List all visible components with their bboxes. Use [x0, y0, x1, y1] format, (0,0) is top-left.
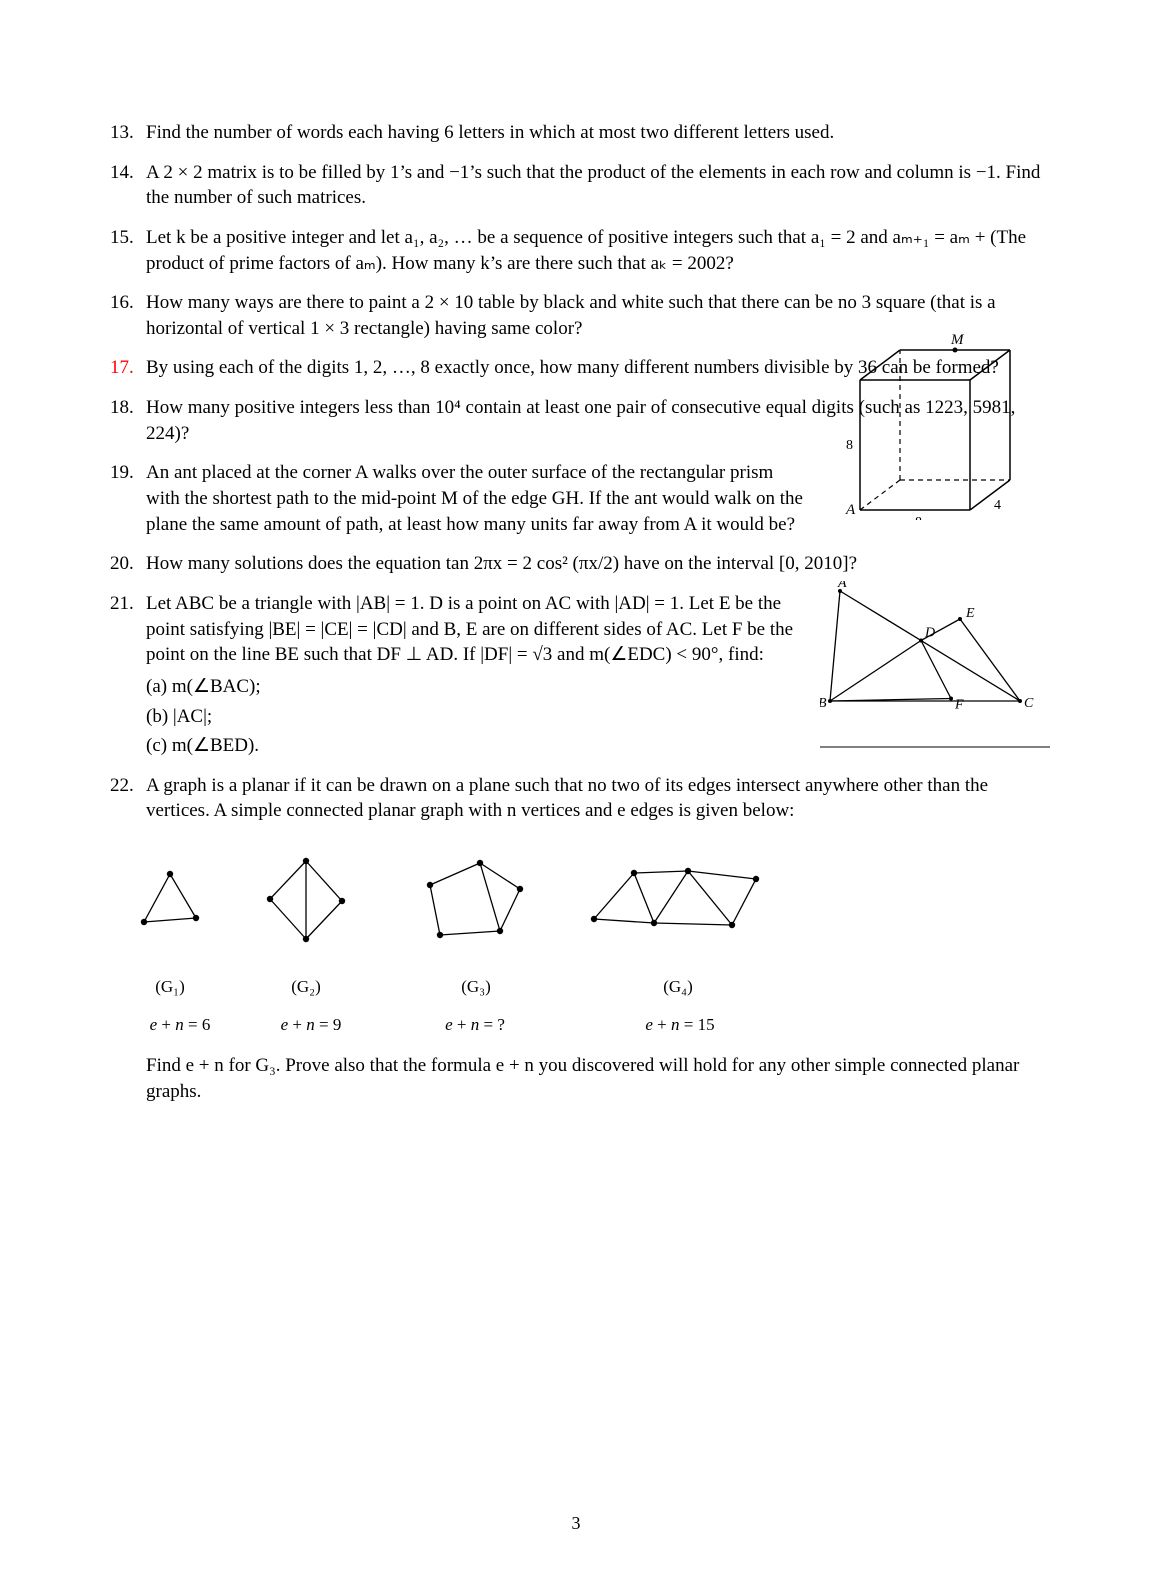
- question-19: 19.AM848An ant placed at the corner A wa…: [110, 460, 1050, 537]
- question-body: Find the number of words each having 6 l…: [146, 120, 1050, 146]
- graph-sum: e + n = 15: [580, 1014, 780, 1037]
- question-20: 20.How many solutions does the equation …: [110, 551, 1050, 577]
- graphs-row: [110, 834, 1070, 964]
- question-number: 14.: [110, 160, 142, 186]
- question-number: 20.: [110, 551, 142, 577]
- question-tail: Find e + n for G₃. Prove also that the f…: [146, 1053, 1050, 1104]
- svg-text:E: E: [965, 606, 975, 621]
- question-body: How many solutions does the equation tan…: [146, 551, 1050, 577]
- svg-text:B: B: [820, 696, 827, 711]
- question-number: 22.: [110, 773, 142, 799]
- question-body: A graph is a planar if it can be drawn o…: [146, 773, 1050, 824]
- svg-text:A: A: [837, 581, 847, 591]
- question-number: 13.: [110, 120, 142, 146]
- question-13: 13.Find the number of words each having …: [110, 120, 1050, 146]
- question-number: 18.: [110, 395, 142, 421]
- question-22: 22.A graph is a planar if it can be draw…: [110, 773, 1050, 1105]
- graph-label: (G₃): [416, 976, 536, 999]
- svg-text:F: F: [954, 697, 964, 712]
- question-number: 21.: [110, 591, 142, 617]
- question-number: 16.: [110, 290, 142, 316]
- question-number: 15.: [110, 225, 142, 251]
- graph-label: (G₂): [256, 976, 356, 999]
- svg-text:A: A: [845, 502, 856, 518]
- graph-5: [416, 853, 536, 945]
- graph-label: (G₄): [580, 976, 776, 999]
- graph-sum: e + n = 9: [256, 1014, 366, 1037]
- graph-4: [256, 849, 356, 949]
- question-body: A 2 × 2 matrix is to be filled by 1’s an…: [146, 160, 1050, 211]
- graph-captions: (G₁) (G₂) (G₃) (G₄): [110, 976, 1070, 1002]
- graph-6: [580, 857, 776, 941]
- graph-3: [130, 856, 210, 942]
- graph-sums: e + n = 6 e + n = 9 e + n = ? e + n = 15: [110, 1014, 1070, 1040]
- graph-sum: e + n = 6: [130, 1014, 230, 1037]
- subpart: (c) m(∠BED).: [146, 733, 800, 759]
- page-content: 13.Find the number of words each having …: [110, 120, 1050, 1119]
- question-14: 14.A 2 × 2 matrix is to be filled by 1’s…: [110, 160, 1050, 211]
- graph-sum: e + n = ?: [410, 1014, 540, 1037]
- question-number: 19.: [110, 460, 142, 486]
- subpart: (a) m(∠BAC);: [146, 674, 800, 700]
- svg-text:8: 8: [846, 438, 853, 453]
- figure-wrap: A B C D E F: [820, 581, 1050, 751]
- figure-wrap: A M 8 4 8: [830, 320, 1050, 520]
- subpart: (b) |AC|;: [146, 704, 800, 730]
- question-15: 15.Let k be a positive integer and let a…: [110, 225, 1050, 276]
- prism-figure: A M 8 4 8: [830, 320, 1050, 520]
- svg-text:8: 8: [915, 515, 922, 520]
- svg-text:D: D: [924, 625, 935, 640]
- svg-text:M: M: [950, 332, 965, 348]
- question-number: 17.: [110, 355, 142, 381]
- question-body: Let k be a positive integer and let a₁, …: [146, 225, 1050, 276]
- triangle-figure: A B C D E F: [820, 581, 1050, 751]
- page-number: 3: [0, 1513, 1152, 1534]
- graph-label: (G₁): [130, 976, 210, 999]
- svg-text:C: C: [1024, 696, 1034, 711]
- question-21: 21.ABCDEFLet ABC be a triangle with |AB|…: [110, 591, 1050, 759]
- question-list: 13.Find the number of words each having …: [110, 120, 1050, 1105]
- svg-text:4: 4: [994, 498, 1001, 513]
